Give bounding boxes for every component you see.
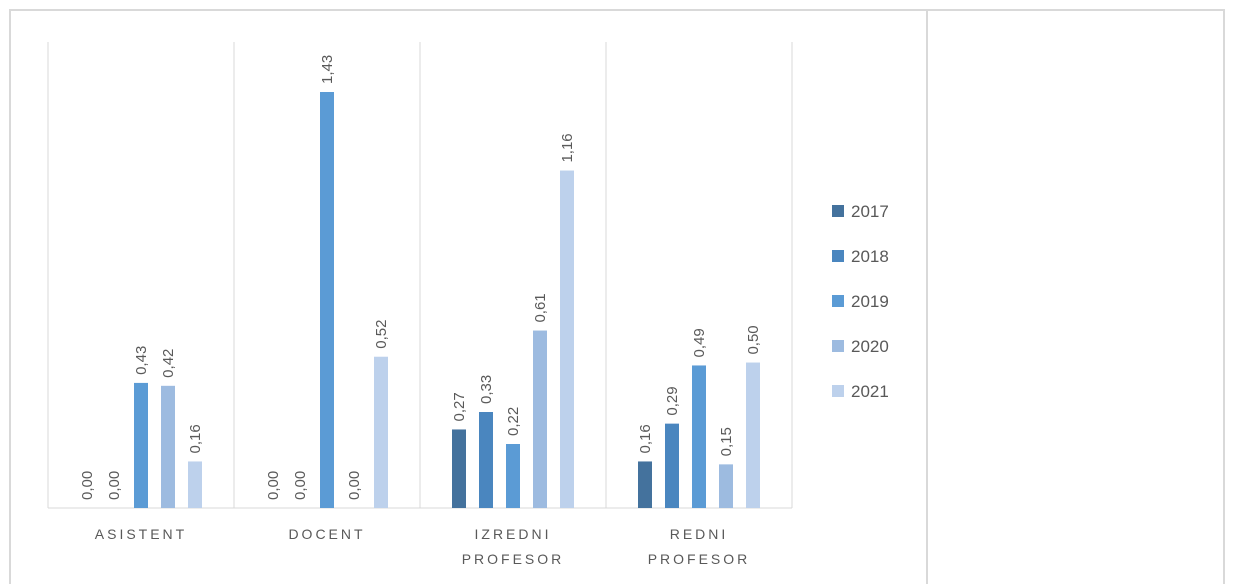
data-label: 0,00 (79, 471, 96, 500)
legend-swatch (832, 385, 844, 397)
data-label: 0,42 (160, 349, 177, 378)
data-label: 0,50 (745, 325, 762, 354)
x-tick-label: DOCENT (288, 526, 366, 542)
data-label: 0,29 (664, 386, 681, 415)
data-label: 0,33 (478, 375, 495, 404)
data-label: 0,52 (373, 320, 390, 349)
data-label: 0,43 (133, 346, 150, 375)
data-label: 0,27 (451, 392, 468, 421)
x-tick-label: ASISTENT (94, 526, 188, 542)
data-label: 1,43 (319, 55, 336, 84)
legend-swatch (832, 295, 844, 307)
bar (746, 362, 760, 508)
bar (161, 385, 175, 508)
bar (134, 382, 148, 508)
bar (452, 429, 466, 508)
data-label: 0,00 (106, 471, 123, 500)
bar (665, 423, 679, 508)
frame (9, 9, 1225, 584)
data-label: 0,16 (637, 424, 654, 453)
data-label: 0,15 (718, 427, 735, 456)
legend-label: 2017 (851, 202, 889, 221)
x-tick-label: REDNI PROFESOR (647, 526, 751, 567)
bar (374, 356, 388, 508)
data-label: 0,00 (292, 471, 309, 500)
bar (506, 444, 520, 508)
bar (638, 461, 652, 508)
bar (479, 412, 493, 508)
legend-swatch (832, 250, 844, 262)
data-label: 0,00 (346, 471, 363, 500)
legend-label: 2020 (851, 337, 889, 356)
data-label: 1,16 (559, 133, 576, 162)
data-label: 0,16 (187, 424, 204, 453)
x-tick-label: IZREDNI PROFESOR (461, 526, 565, 567)
legend-label: 2018 (851, 247, 889, 266)
bar (533, 330, 547, 508)
bar (320, 92, 334, 508)
data-label: 0,49 (691, 328, 708, 357)
data-label: 0,00 (265, 471, 282, 500)
data-label: 0,61 (532, 293, 549, 322)
data-label: 0,22 (505, 407, 522, 436)
legend-label: 2021 (851, 382, 889, 401)
bar (692, 365, 706, 508)
legend-swatch (832, 340, 844, 352)
bar (188, 461, 202, 508)
legend-label: 2019 (851, 292, 889, 311)
legend-swatch (832, 205, 844, 217)
bar (560, 170, 574, 508)
bar (719, 464, 733, 508)
